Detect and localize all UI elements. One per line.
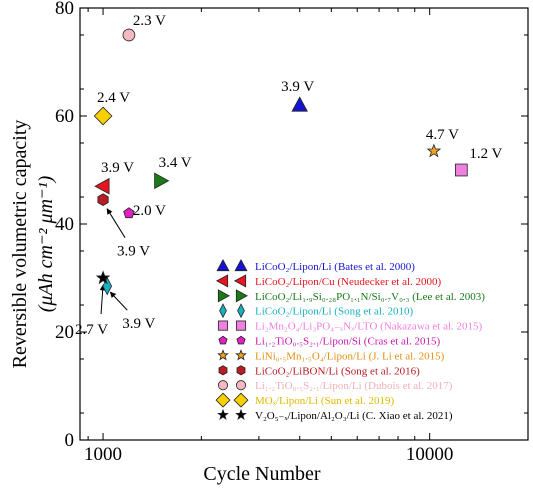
legend-entry-6: LiNi₀.₅Mn₁.₅O₄/Lipon/Li (J. Li et al. 20… — [255, 350, 445, 362]
data-point-10 — [95, 270, 111, 285]
legend-marker-b-5 — [236, 335, 246, 345]
legend-entry-7: LiCoO₂/LiBON/Li (Song et al. 2016) — [255, 365, 420, 377]
legend-marker-a-3 — [219, 303, 227, 319]
x-tick-label: 1000 — [84, 444, 122, 465]
point-label-8: 2.3 V — [133, 13, 166, 29]
data-point-7 — [97, 193, 109, 207]
legend-marker-a-8 — [217, 380, 229, 391]
arrow-song-2010 — [109, 291, 128, 311]
point-label-10: 2.7 V — [75, 322, 108, 338]
legend-entry-4: Li₂Mn₂O₄/Li₃PO₄₋ₓNₓ/LTO (Nakazawa et al.… — [255, 321, 483, 333]
legend-marker-b-8 — [235, 380, 247, 391]
point-label-3: 3.9 V — [122, 316, 155, 332]
data-point-6 — [426, 143, 442, 158]
point-annotations: 3.9 V 3.9 V 3.4 V 1.2 V 2.0 V 4.7 V 2.3 V 2.4 V… — [75, 13, 503, 338]
x-tick-label: 10000 — [406, 444, 454, 465]
legend-marker-a-6 — [217, 349, 229, 361]
legend-marker-a-1 — [215, 274, 229, 288]
legend-entry-3: LiCoO₂/Lipon/Li (Song et al. 2010) — [255, 306, 413, 318]
legend-marker-b-0 — [234, 258, 248, 272]
point-label-4: 1.2 V — [469, 146, 502, 162]
legend-entry-8: Li₁.₂TiO₀.₅S₂.₁/Lipon/Li (Dubois et al. … — [255, 380, 453, 392]
point-label-1: 3.9 V — [101, 160, 134, 176]
legend-marker-b-9 — [233, 392, 249, 408]
point-label-6: 4.7 V — [426, 127, 459, 143]
legend-entry-5: Li₁.₂TiO₀.₅S₂.₁/Lipon/Si (Cras et al. 20… — [255, 336, 441, 348]
legend-marker-b-1 — [233, 274, 247, 288]
legend-entry-1: LiCoO₂/Lipon/Cu (Neudecker et al. 2000) — [255, 276, 442, 288]
legend-entry-0: LiCoO₂/Lipon/Li (Bates et al. 2000) — [255, 261, 415, 273]
data-point-4 — [454, 163, 468, 177]
y-tick-label: 0 — [65, 430, 75, 451]
y-axis-title: Reversible volumetric capacity (μAh cm⁻²… — [9, 120, 57, 369]
point-label-5: 2.0 V — [133, 203, 166, 219]
y-tick-label: 40 — [55, 214, 74, 235]
point-label-9: 2.4 V — [97, 90, 130, 106]
legend-marker-a-2 — [217, 289, 231, 303]
axis-tick-labels: 0 20 40 60 80 1000 10000 — [55, 0, 453, 465]
legend-marker-b-4 — [235, 320, 247, 331]
data-point-0 — [291, 96, 308, 112]
data-point-2 — [154, 172, 170, 190]
data-point-8 — [122, 28, 136, 42]
arrow-xiao-2021 — [99, 284, 106, 315]
legend-marker-b-2 — [235, 289, 249, 303]
legend-marker-a-9 — [215, 392, 231, 408]
legend-entry-9: MOₓ/Lipon/Li (Sun et al. 2019) — [255, 395, 394, 407]
y-axis-title-line2: (μAh cm⁻² μm⁻¹) — [35, 175, 57, 312]
legend-marker-a-10 — [217, 408, 229, 421]
point-label-0: 3.9 V — [281, 79, 314, 95]
y-tick-label: 60 — [55, 106, 74, 127]
arrow-cluster — [106, 208, 126, 238]
axis-ticks — [80, 7, 529, 441]
legend-marker-b-3 — [237, 303, 245, 319]
data-point-1 — [94, 177, 110, 195]
data-point-9 — [93, 106, 113, 126]
legend-marker-a-4 — [217, 320, 229, 331]
legend-marker-a-0 — [216, 258, 230, 272]
data-point-5 — [123, 207, 135, 219]
annotation-arrows — [99, 208, 128, 315]
y-tick-label: 80 — [55, 0, 74, 19]
legend: LiCoO₂/Lipon/Li (Bates et al. 2000) LiCoO… — [215, 258, 485, 422]
legend-marker-b-6 — [235, 349, 247, 361]
x-axis-title: Cycle Number — [203, 463, 321, 485]
y-tick-label: 20 — [55, 322, 74, 343]
data-points — [93, 28, 468, 296]
point-label-2: 3.4 V — [159, 155, 192, 171]
legend-entry-2: LiCoO₂/Li₁.₉Si₀.₂₈PO₁.₁N/Si₀.₇V₀.₃ (Lee … — [255, 291, 485, 303]
legend-marker-a-7 — [218, 365, 228, 376]
legend-marker-b-10 — [235, 408, 247, 421]
legend-marker-a-5 — [218, 335, 228, 345]
y-axis-title-line1: Reversible volumetric capacity — [9, 120, 31, 369]
legend-marker-b-7 — [236, 365, 246, 376]
legend-entry-10: V₂O₅₋ₓ/Lipon/Al₂O₃/Li (C. Xiao et al. 20… — [255, 410, 453, 422]
extra-annotation: 3.9 V — [117, 244, 150, 260]
